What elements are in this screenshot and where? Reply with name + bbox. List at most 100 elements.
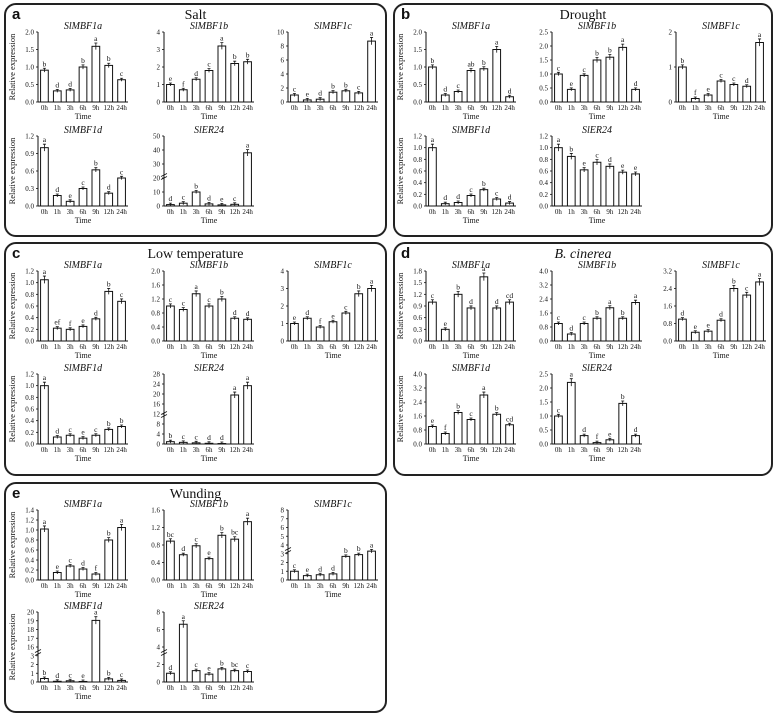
x-tick-label: 1h	[180, 343, 188, 351]
y-tick-label: 1.0	[413, 64, 422, 72]
error-bar	[693, 330, 697, 334]
x-axis-label: Time	[325, 590, 342, 599]
bar-chart-b-sler24: SlER24 0.0 0.2 0.4 0.6 0.8 1.0 1.2 a 0h b 1h e 3h c 6h d…	[539, 125, 642, 225]
bar	[40, 147, 49, 207]
bar	[78, 568, 88, 581]
x-tick-label: 9h	[342, 104, 350, 112]
y-tick-label: 3.2	[413, 385, 422, 393]
y-tick-label: 2.4	[539, 296, 548, 304]
y-tick-label: 0.0	[25, 577, 34, 585]
bar	[678, 66, 687, 103]
x-tick-label: 3h	[193, 446, 201, 454]
bar	[618, 402, 628, 445]
chart-title: SlMBF1b	[190, 21, 228, 32]
x-tick-label: 3h	[67, 104, 75, 112]
x-tick-label: 9h	[218, 104, 226, 112]
x-tick-label: 0h	[555, 104, 563, 112]
y-tick-label: 0.6	[25, 406, 34, 414]
x-tick-label: 3h	[705, 343, 713, 351]
significance-letter: c	[595, 151, 599, 160]
x-tick-label: 6h	[206, 446, 214, 454]
y-tick-label: 0	[157, 99, 161, 107]
y-tick-label: 4.0	[413, 371, 422, 379]
error-bar	[357, 91, 361, 95]
bar-chart-d-sler24: SlER24 0.0 0.5 1.0 1.5 2.0 2.5 c 0h a 1h d 3h f 6h e 9h b…	[539, 363, 642, 463]
x-tick-label: 6h	[206, 208, 214, 216]
significance-letter: b	[107, 279, 111, 288]
significance-letter: e	[444, 319, 448, 328]
bar	[290, 323, 299, 342]
x-tick-label: 0h	[679, 343, 687, 351]
significance-letter: c	[344, 302, 348, 311]
x-axis-label: Time	[201, 112, 218, 121]
error-bar	[344, 88, 348, 93]
x-tick-label: 12h	[617, 343, 628, 351]
y-tick-label: 3.2	[539, 282, 548, 290]
bar	[453, 293, 463, 342]
x-tick-label: 3h	[705, 104, 713, 112]
x-tick-label: 1h	[568, 343, 576, 351]
error-bar	[207, 441, 211, 444]
bar	[117, 426, 126, 445]
significance-letter: d	[719, 310, 723, 319]
error-bar	[357, 290, 361, 297]
x-tick-label: 6h	[594, 343, 602, 351]
bar	[579, 74, 589, 103]
error-bar	[706, 329, 710, 333]
x-tick-label: 9h	[218, 446, 226, 454]
x-tick-label: 1h	[442, 104, 450, 112]
bar	[191, 293, 201, 342]
bar	[117, 527, 126, 581]
x-tick-label: 3h	[581, 104, 589, 112]
significance-letter: b	[344, 546, 348, 555]
significance-letter: f	[596, 432, 599, 441]
x-tick-label: 0h	[167, 446, 175, 454]
significance-letter: e	[634, 163, 638, 172]
y-axis-label: Relative expression	[7, 511, 17, 579]
error-bar	[94, 316, 98, 321]
y-tick-label: 1.2	[25, 371, 34, 379]
error-bar	[94, 42, 98, 50]
x-tick-label: 9h	[606, 446, 614, 454]
significance-letter: cd	[506, 414, 513, 423]
significance-letter: d	[169, 194, 173, 203]
significance-letter: e	[694, 322, 698, 331]
bar	[65, 565, 75, 581]
y-tick-label: 3	[281, 550, 285, 558]
bar	[178, 309, 188, 342]
bar-chart-b-slmbf1b: SlMBF1b 0.0 0.5 1.0 1.5 2.0 2.5 c 0h e 1h c 3h b 6h b 9h…	[539, 21, 642, 121]
error-bar	[569, 87, 573, 91]
y-tick-label: 1.2	[413, 133, 422, 141]
error-bar	[107, 288, 111, 295]
significance-letter: c	[246, 661, 250, 670]
y-tick-label: 0.0	[539, 338, 548, 346]
error-bar	[233, 202, 237, 206]
error-bar	[443, 327, 447, 331]
error-bar	[706, 93, 710, 97]
x-tick-label: 24h	[504, 343, 515, 351]
x-tick-label: 1h	[54, 343, 62, 351]
bar	[104, 428, 114, 445]
y-tick-label: 2.5	[539, 371, 548, 379]
y-tick-label: 1.5	[539, 57, 548, 65]
error-bar	[482, 187, 486, 192]
x-axis-label: Time	[463, 454, 480, 463]
x-tick-label: 6h	[330, 343, 338, 351]
x-tick-label: 1h	[568, 208, 576, 216]
error-bar	[680, 317, 684, 321]
x-axis-label: Time	[201, 216, 218, 225]
error-bar	[556, 71, 560, 76]
bar	[492, 49, 502, 103]
x-tick-label: 9h	[480, 343, 488, 351]
significance-letter: d	[318, 89, 322, 98]
y-axis-label: Relative expression	[7, 137, 17, 205]
significance-letter: e	[582, 159, 586, 168]
error-bar	[634, 171, 638, 176]
y-tick-label: 1.2	[151, 296, 160, 304]
y-tick-label: 0.9	[25, 150, 34, 158]
y-tick-label: 0.3	[25, 185, 34, 193]
x-tick-label: 9h	[92, 343, 100, 351]
y-axis-label: Relative expression	[7, 33, 17, 101]
x-tick-label: 0h	[167, 582, 175, 590]
significance-letter: ab	[467, 60, 474, 69]
